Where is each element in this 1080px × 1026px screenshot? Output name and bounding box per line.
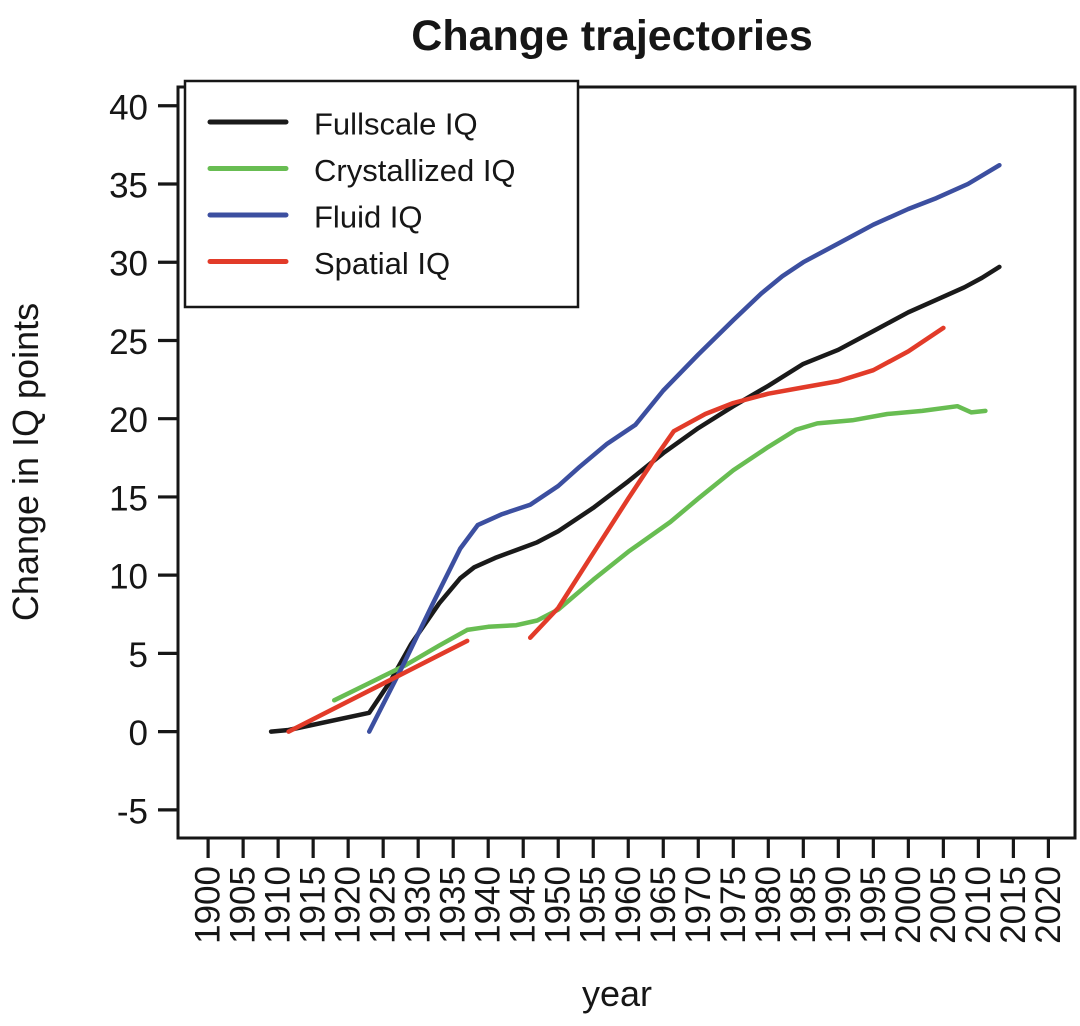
x-tick-label: 1980 [749,866,788,944]
y-tick-label: 25 [109,323,148,362]
series-line-fullscale-iq [268,264,1002,734]
x-tick-label: 1940 [469,866,508,944]
x-tick-label: 1950 [539,866,578,944]
x-tick-label: 1915 [294,866,333,944]
x-tick-label: 1930 [399,866,438,944]
x-tick-label: 1910 [259,866,298,944]
x-tick-label: 1925 [364,866,403,944]
y-tick-label: 5 [129,636,148,675]
x-tick-label: 1990 [819,866,858,944]
x-tick-label: 1905 [224,866,263,944]
series-line-fluid-iq [366,162,1002,734]
x-tick-label: 1975 [714,866,753,944]
legend-label-spatial-iq: Spatial IQ [314,246,450,281]
y-axis-label: Change in IQ points [5,303,46,621]
y-tick-label: 40 [109,88,148,127]
x-tick-label: 1920 [329,866,368,944]
plot-area: 1900190519101915192019251930193519401945… [109,85,1077,944]
chart-title: Change trajectories [411,12,812,60]
legend-box [183,79,580,309]
x-tick-label: 1995 [854,866,893,944]
y-tick-label: 35 [109,167,148,206]
y-tick-label: -5 [117,792,148,831]
x-tick-label: 1965 [644,866,683,944]
x-tick-label: 2015 [994,866,1033,944]
x-tick-label: 1970 [679,866,718,944]
x-tick-label: 2010 [959,866,998,944]
plot-border [176,85,1077,840]
x-tick-label: 1985 [784,866,823,944]
y-tick-label: 15 [109,479,148,518]
x-axis-label: year [582,973,652,1014]
y-tick-label: 0 [129,714,148,753]
x-tick-label: 1960 [609,866,648,944]
y-tick-label: 10 [109,558,148,597]
series-line-spatial-iq [527,325,946,640]
legend-label-fluid-iq: Fluid IQ [314,200,423,235]
series-line-crystallized-iq [331,403,988,703]
x-tick-label: 1945 [504,866,543,944]
legend-label-fullscale-iq: Fullscale IQ [314,107,478,142]
x-tick-label: 1900 [189,866,228,944]
x-tick-label: 2020 [1029,866,1068,944]
legend-label-crystallized-iq: Crystallized IQ [314,153,516,188]
x-tick-label: 2005 [924,866,963,944]
x-tick-label: 1935 [434,866,473,944]
x-tick-label: 1955 [574,866,613,944]
series-line-spatial-iq [286,638,470,734]
legend: Fullscale IQ Crystallized IQ Fluid IQ Spati… [183,79,580,309]
y-tick-label: 30 [109,245,148,284]
y-tick-label: 20 [109,401,148,440]
x-tick-label: 2000 [889,866,928,944]
